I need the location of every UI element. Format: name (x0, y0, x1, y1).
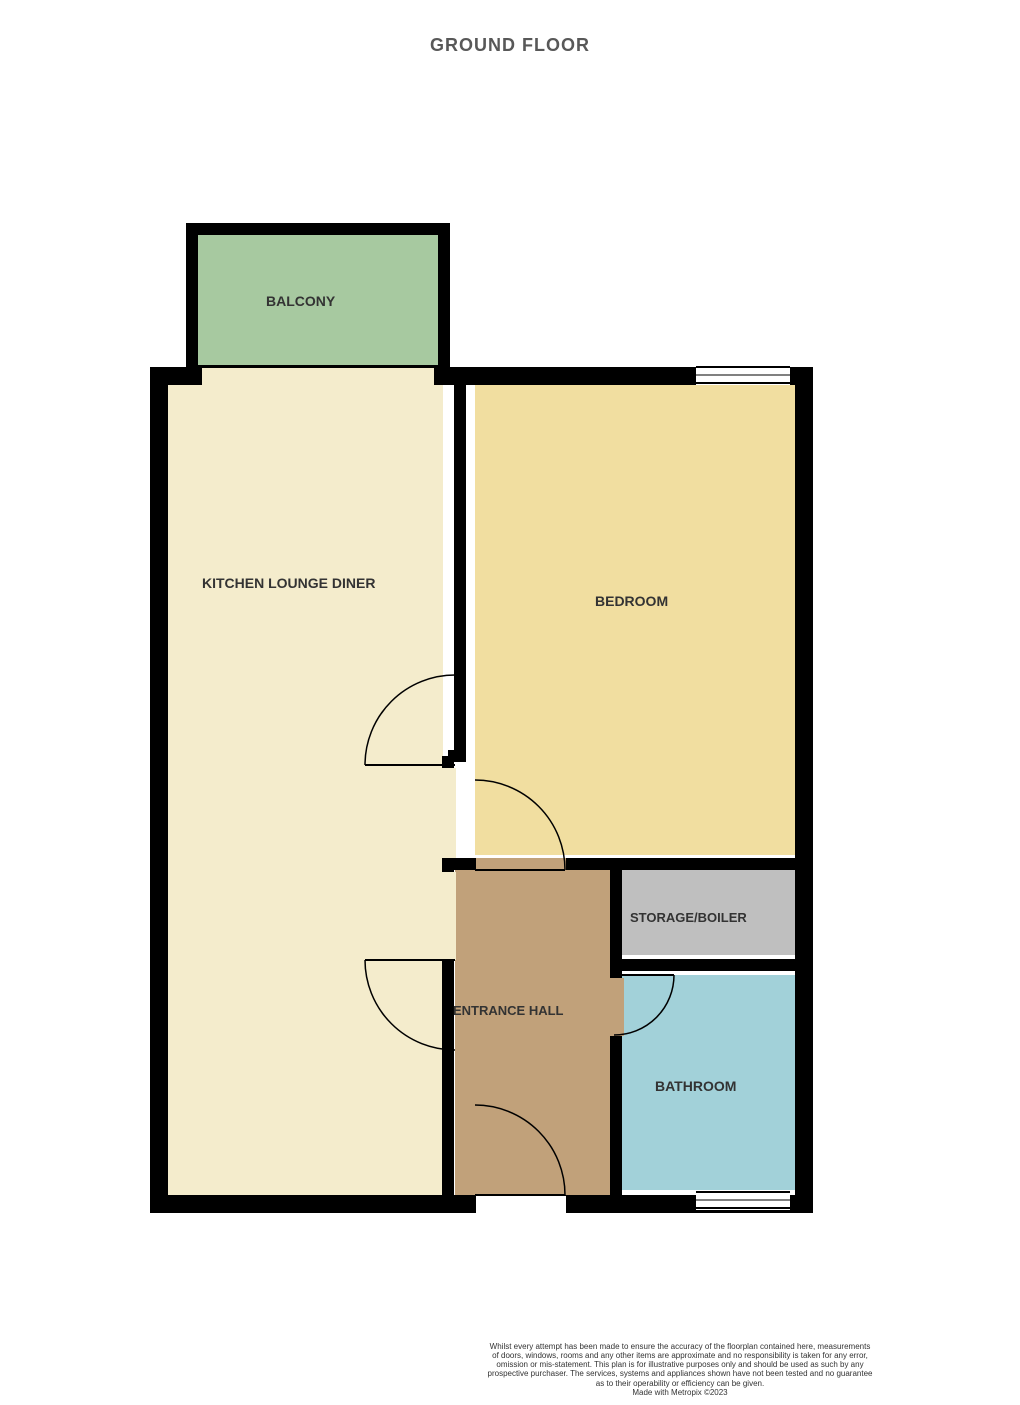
balcony-label: BALCONY (266, 293, 335, 309)
disclaimer-text: Whilst every attempt has been made to en… (380, 1342, 980, 1397)
bedroom-label: BEDROOM (595, 593, 668, 609)
floorplan-page: GROUND FLOOR BALCONY KITCHEN LOUNGE DINE… (0, 0, 1020, 1405)
kitchen-label: KITCHEN LOUNGE DINER (202, 575, 375, 591)
bathroom-label: BATHROOM (655, 1078, 736, 1094)
floorplan-svg (0, 0, 1020, 1405)
storage-label: STORAGE/BOILER (630, 910, 747, 925)
hall-label: ENTRANCE HALL (453, 1003, 564, 1018)
